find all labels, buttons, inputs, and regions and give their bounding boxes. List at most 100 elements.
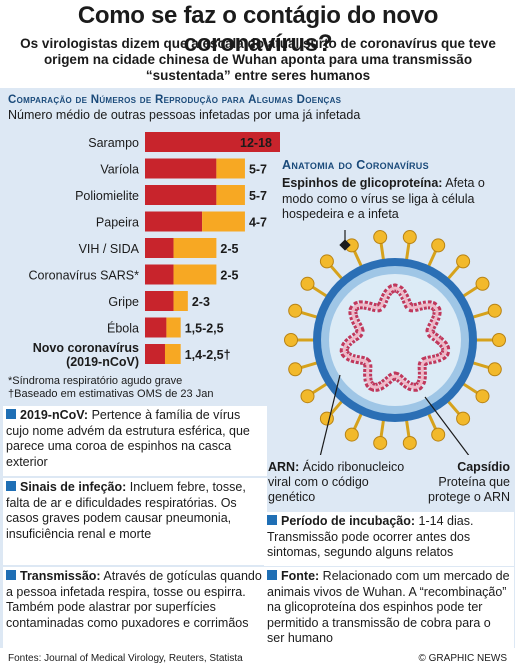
info-box-symptoms: Sinais de infeção: Incluem febre, tosse,… — [3, 478, 267, 565]
bar-high — [216, 158, 245, 179]
spike-head — [288, 362, 303, 377]
spike-head — [475, 276, 490, 291]
arn-pointer — [319, 374, 341, 455]
spike-head — [487, 362, 502, 377]
bar-high — [166, 317, 181, 338]
symptoms-text: Incluem febre, tosse, falta de ar e difi… — [6, 480, 246, 541]
spike-head — [492, 333, 506, 347]
value-label: 2-5 — [220, 242, 238, 256]
bar-chart: Sarampo 12-18 Varíola 5-7 Poliomielite 5-7 Pap… — [29, 132, 280, 369]
spike-head — [344, 427, 359, 442]
coronavirus-illustration — [284, 230, 506, 455]
bar-low — [145, 211, 203, 232]
credit: © GRAPHIC NEWS — [418, 653, 508, 664]
category-label: VIH / SIDA — [79, 242, 140, 256]
incubation-label: Período de incubação: — [281, 514, 416, 528]
category-label: Coronavírus SARS* — [29, 269, 140, 283]
info-box-ncov: 2019-nCoV: Pertence à família de vírus c… — [3, 406, 267, 476]
category-label: Ébola — [107, 321, 139, 336]
bar-high — [173, 264, 217, 285]
info-box-transmission: Transmissão: Através de gotículas quando… — [3, 567, 267, 650]
category-label: Novo coronavírus — [33, 341, 139, 355]
category-label: Gripe — [108, 295, 139, 309]
chart-title: Comparação de Números de Reprodução para… — [8, 94, 342, 106]
bar-low — [145, 291, 174, 311]
bar-low — [145, 344, 165, 364]
spike-label: Espinhos de glicoproteína: — [282, 176, 443, 190]
bar-low — [145, 185, 217, 205]
bar-low — [145, 238, 174, 258]
spike-text: Afeta o modo como o vírus se liga à célu… — [282, 176, 485, 221]
anatomy-title: Anatomia do Coronavírus — [282, 158, 429, 172]
spike-head — [402, 435, 417, 450]
transmission-text: Através de gotículas quando a pessoa inf… — [6, 569, 262, 630]
spike-head — [456, 254, 471, 269]
value-label: 2-3 — [192, 295, 210, 309]
value-label: 5-7 — [249, 189, 267, 203]
capsid-pointer — [424, 396, 470, 455]
spike-head — [373, 435, 388, 450]
bar-low — [145, 132, 280, 152]
ncov-label: 2019-nCoV: — [20, 408, 89, 422]
value-label: 5-7 — [249, 163, 267, 177]
spike-head — [475, 389, 490, 404]
spike-description: Espinhos de glicoproteína: Afeta o modo … — [282, 176, 510, 223]
source-label: Fonte: — [281, 569, 320, 583]
bar-low — [145, 317, 167, 338]
page-subtitle: Os virologistas dizem que a escala do at… — [20, 36, 496, 83]
capsid-label-block: Capsídio Proteína que protege o ARN — [404, 460, 510, 505]
bullet-square-icon — [6, 409, 16, 419]
spike-head — [319, 411, 334, 426]
info-box-incubation: Período de incubação: 1-14 dias. Transmi… — [264, 512, 514, 566]
footnotes: *Síndroma respiratório agudo grave †Base… — [8, 375, 213, 401]
incubation-text: 1-14 dias. Transmissão pode ocorrer ante… — [267, 514, 474, 559]
arn-label: ARN: — [268, 460, 300, 474]
value-label: 2-5 — [220, 269, 238, 283]
footnote-who: †Baseado em estimativas OMS de 23 Jan — [8, 388, 214, 400]
spike-head — [487, 303, 502, 318]
capsid-text: Proteína que protege o ARN — [428, 475, 510, 504]
symptoms-label: Sinais de infeção: — [20, 480, 127, 494]
category-label: Sarampo — [88, 136, 139, 150]
page-title: Como se faz o contágio do novo coronavír… — [77, 2, 439, 57]
spike-head — [431, 238, 446, 253]
category-label: Papeira — [96, 216, 139, 230]
footnote-sars: *Síndroma respiratório agudo grave — [8, 375, 183, 387]
spike-head — [288, 303, 303, 318]
value-label: 1,5-2,5 — [185, 322, 224, 336]
ncov-text: Pertence à família de vírus cujo nome ad… — [6, 408, 250, 469]
arn-label-block: ARN: Ácido ribonucleico viral com o códi… — [268, 460, 408, 505]
transmission-label: Transmissão: — [20, 569, 101, 583]
bar-high — [164, 344, 181, 364]
bullet-square-icon — [267, 515, 277, 525]
spike-head — [373, 230, 388, 245]
spike-head — [431, 427, 446, 442]
spike-head — [319, 254, 334, 269]
spike-head — [300, 389, 315, 404]
source-text: Relacionado com um mercado de animais vi… — [267, 569, 510, 645]
info-box-source: Fonte: Relacionado com um mercado de ani… — [264, 567, 514, 650]
spike-head — [402, 230, 417, 245]
chart-subtitle: Número médio de outras pessoas infetadas… — [8, 108, 361, 122]
bar-low — [145, 264, 174, 285]
sources: Fontes: Journal of Medical Virology, Reu… — [8, 653, 243, 664]
spike-head — [456, 411, 471, 426]
arn-text: Ácido ribonucleico viral com o código ge… — [268, 460, 405, 504]
bar-high — [173, 238, 217, 258]
category-label: (2019-nCoV) — [66, 355, 139, 369]
bar-high — [202, 211, 245, 232]
spike-head — [300, 276, 315, 291]
bar-high — [173, 291, 188, 311]
rna-core — [342, 286, 448, 389]
value-label: 12-18 — [240, 136, 272, 150]
bullet-square-icon — [6, 570, 16, 580]
capsid-label: Capsídio — [457, 460, 510, 474]
category-label: Poliomielite — [75, 189, 139, 203]
bar-low — [145, 158, 217, 179]
bullet-square-icon — [6, 481, 16, 491]
bar-high — [216, 185, 245, 205]
spike-head — [284, 333, 298, 347]
category-label: Varíola — [100, 163, 139, 177]
value-label: 1,4-2,5† — [185, 348, 231, 362]
value-label: 4-7 — [249, 216, 267, 230]
